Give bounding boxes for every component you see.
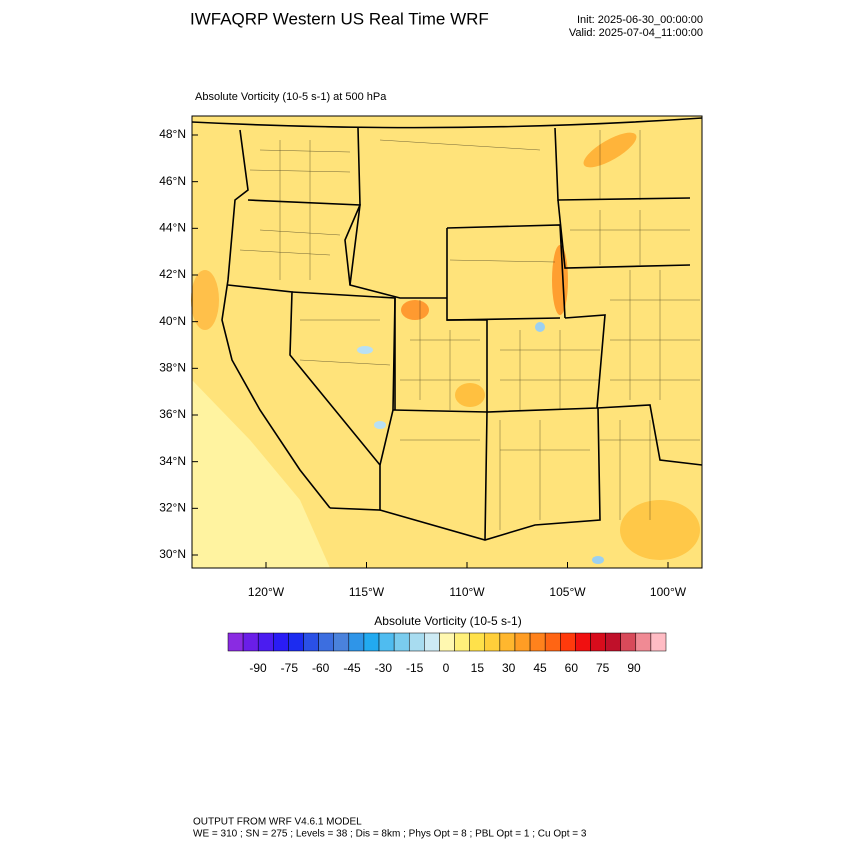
colorbar-swatch: [454, 632, 470, 652]
colorbar-swatch: [484, 632, 501, 652]
colorbar-label: 90: [627, 661, 641, 675]
title: IWFAQRP Western US Real Time WRF: [190, 9, 489, 28]
init-time: Init: 2025-06-30_00:00:00: [577, 14, 703, 26]
state-borders: [191, 117, 703, 541]
colorbar-title: Absolute Vorticity (10-5 s-1): [374, 614, 521, 628]
colorbar-label: -60: [312, 661, 330, 675]
colorbar-swatch: [363, 632, 380, 652]
lon-label: 120°W: [248, 585, 285, 599]
colorbar-swatch: [544, 632, 561, 652]
colorbar-label: 75: [596, 661, 610, 675]
colorbar-swatch: [393, 632, 410, 652]
field-blob: [535, 322, 545, 332]
field-blob: [583, 132, 637, 168]
colorbar-label: 45: [533, 661, 547, 675]
colorbar-swatch: [560, 632, 576, 652]
lat-label: 38°N: [159, 361, 186, 375]
colorbar-swatch: [378, 632, 395, 652]
colorbar-label: -45: [343, 661, 361, 675]
colorbar-swatch: [469, 632, 486, 652]
colorbar-swatch: [439, 632, 455, 652]
colorbar-swatch: [514, 632, 531, 652]
colorbar-label: 30: [502, 661, 516, 675]
lat-label: 46°N: [159, 174, 186, 188]
footer-line: OUTPUT FROM WRF V4.6.1 MODEL: [193, 817, 362, 828]
field-blob: [552, 245, 568, 315]
colorbar-swatch: [590, 632, 606, 652]
field-blob: [592, 556, 604, 564]
colorbar-label: -30: [375, 661, 393, 675]
colorbar-label: 15: [471, 661, 485, 675]
field-blob: [401, 300, 429, 320]
lat-label: 30°N: [159, 547, 186, 561]
lon-label: 115°W: [349, 585, 385, 599]
subtitle: Absolute Vorticity (10-5 s-1) at 500 hPa: [195, 91, 387, 103]
lat-label: 40°N: [159, 314, 186, 328]
lon-label: 110°W: [449, 585, 485, 599]
colorbar-swatch: [288, 632, 304, 652]
lat-label: 32°N: [159, 501, 186, 515]
colorbar-swatch: [424, 632, 440, 652]
colorbar-swatch: [575, 632, 591, 652]
colorbar-swatch: [257, 632, 274, 652]
colorbar-swatch: [620, 632, 637, 652]
field-blob: [455, 383, 485, 407]
map: [191, 115, 703, 569]
colorbar-swatch: [605, 632, 621, 652]
valid-time: Valid: 2025-07-04_11:00:00: [569, 27, 703, 39]
county-lines: [239, 130, 700, 530]
lat-label: 44°N: [159, 221, 186, 235]
colorbar-swatch: [635, 632, 652, 652]
colorbar-label: 60: [565, 661, 579, 675]
colorbar-swatch: [227, 632, 244, 652]
colorbar-swatch: [318, 632, 334, 652]
colorbar-swatch: [650, 632, 667, 652]
axes: 48°N 46°N 44°N 42°N 40°N 38°N 36°N 34°N 32°N 30°N…: [159, 127, 687, 599]
colorbar-swatch: [408, 632, 425, 652]
colorbar-label: -75: [281, 661, 299, 675]
lat-label: 36°N: [159, 407, 186, 421]
colorbar-swatch: [499, 632, 516, 652]
colorbar-swatch: [348, 632, 365, 652]
map-frame: [191, 115, 703, 569]
colorbar-swatch: [333, 632, 350, 652]
colorbar-swatch: [303, 632, 319, 652]
field-light: [192, 380, 330, 568]
colorbar-swatch: [529, 632, 546, 652]
footer-line: WE = 310 ; SN = 275 ; Levels = 38 ; Dis …: [193, 829, 587, 840]
field-blob: [374, 421, 386, 429]
colorbar-swatch: [273, 632, 289, 652]
lon-label: 100°W: [650, 585, 687, 599]
colorbar-label: -90: [249, 661, 267, 675]
field-blob: [191, 270, 219, 330]
lat-label: 42°N: [159, 267, 186, 281]
lat-label: 48°N: [159, 127, 186, 141]
field-blob: [357, 346, 373, 354]
field-blob: [620, 500, 700, 560]
colorbar-swatch: [242, 632, 259, 652]
colorbar: -90 -75 -60 -45 -30 -15 0 15 30 45 60 75 90: [227, 632, 667, 675]
colorbar-label: -15: [406, 661, 424, 675]
colorbar-label: 0: [443, 661, 450, 675]
lon-label: 105°W: [549, 585, 586, 599]
lat-label: 34°N: [159, 454, 186, 468]
